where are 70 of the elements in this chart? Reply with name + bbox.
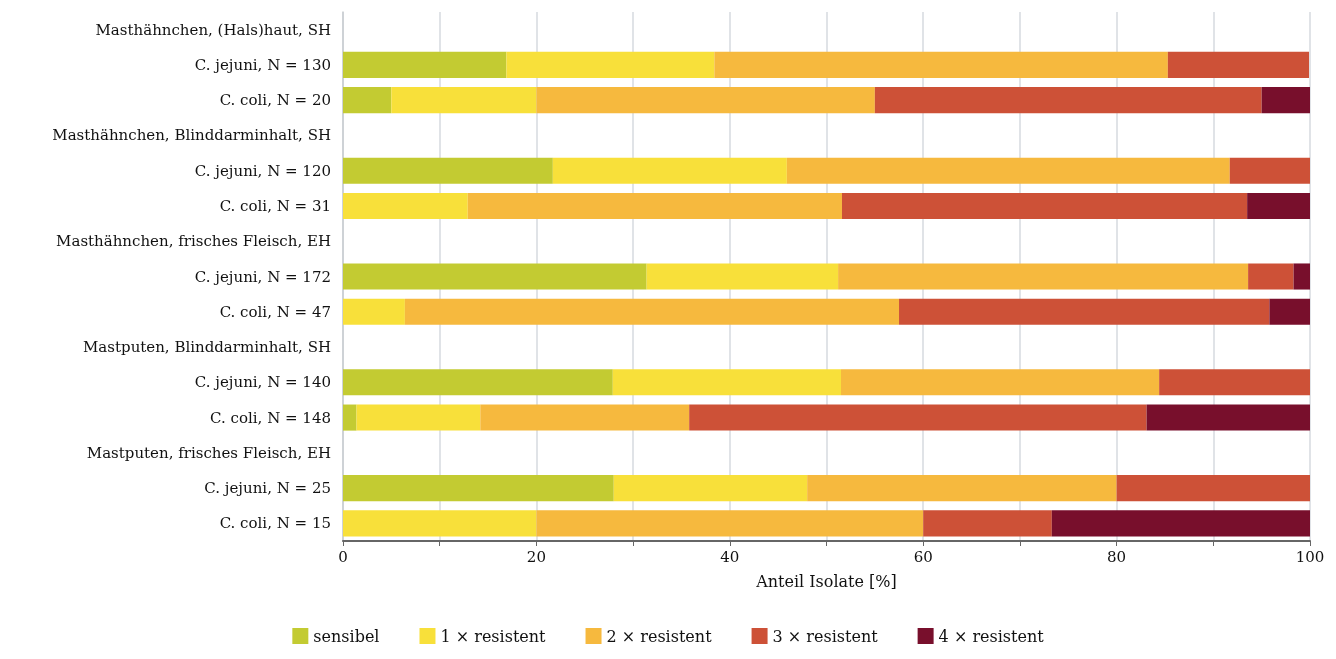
x-tick-label: 20 (526, 547, 546, 566)
bar (1247, 192, 1310, 220)
bar (1116, 475, 1310, 502)
y-tick-label: C. coli, N = 20 (219, 91, 331, 110)
bar (1269, 298, 1310, 325)
bar (343, 510, 537, 537)
bar (356, 404, 481, 431)
x-tick-label: 0 (338, 547, 348, 566)
y-tick-label: C. coli, N = 31 (219, 196, 331, 215)
y-tick-label: C. jejuni, N = 120 (194, 161, 331, 180)
y-tick-label: C. jejuni, N = 140 (194, 373, 331, 392)
y-tick-label: Masthähnchen, (Hals)haut, SH (95, 20, 331, 39)
bar (1248, 263, 1294, 290)
bar (536, 87, 875, 114)
legend-label: sensibel (313, 626, 380, 646)
bar (343, 87, 392, 114)
bar (343, 263, 647, 290)
x-tick-label: 40 (720, 547, 740, 566)
bar (343, 404, 357, 431)
y-tick-label: Masthähnchen, frisches Fleisch, EH (56, 232, 331, 251)
y-tick-label: Masthähnchen, Blinddarminhalt, SH (52, 126, 331, 145)
bar (343, 157, 553, 184)
bar (343, 475, 614, 502)
legend-label: 2 × resistent (606, 626, 713, 646)
bar (807, 475, 1117, 502)
bar (646, 263, 839, 290)
bar (343, 298, 405, 325)
y-tick-label: C. jejuni, N = 25 (204, 479, 331, 498)
bar (613, 475, 808, 502)
bar (1261, 87, 1310, 114)
bar (1229, 157, 1310, 184)
bar (841, 369, 1160, 396)
bar (404, 298, 900, 325)
legend-label: 4 × resistent (938, 626, 1045, 646)
legend-label: 1 × resistent (440, 626, 547, 646)
bar (786, 157, 1230, 184)
y-tick-label: C. coli, N = 15 (219, 514, 331, 533)
bar (1146, 404, 1310, 431)
bar (467, 192, 842, 220)
bar (689, 404, 1147, 431)
legend-label: 3 × resistent (772, 626, 879, 646)
y-tick-label: Mastputen, Blinddarminhalt, SH (83, 338, 331, 357)
bar (343, 369, 613, 396)
bar (923, 510, 1052, 537)
bar (480, 404, 690, 431)
y-tick-label: Mastputen, frisches Fleisch, EH (86, 443, 331, 462)
x-tick-label: 80 (1107, 547, 1127, 566)
bar (1293, 263, 1310, 290)
bar (838, 263, 1249, 290)
y-tick-label: C. coli, N = 148 (210, 408, 331, 427)
bar (612, 369, 842, 396)
bar (343, 192, 468, 220)
y-tick-label: C. jejuni, N = 130 (194, 55, 331, 74)
y-tick-label: C. jejuni, N = 172 (194, 267, 331, 286)
y-tick-label: C. coli, N = 47 (219, 302, 331, 321)
x-tick-label: 100 (1295, 547, 1325, 566)
bar (841, 192, 1248, 220)
bar (536, 510, 924, 537)
bar (899, 298, 1270, 325)
bar (506, 51, 715, 78)
bar (343, 51, 507, 78)
x-axis-title: Anteil Isolate [%] (755, 571, 897, 591)
bar (874, 87, 1262, 114)
x-tick-label: 60 (913, 547, 933, 566)
bar (1167, 51, 1310, 78)
bar (1051, 510, 1310, 537)
bar (714, 51, 1168, 78)
bar (391, 87, 537, 114)
bar (552, 157, 787, 184)
bar (1159, 369, 1310, 396)
